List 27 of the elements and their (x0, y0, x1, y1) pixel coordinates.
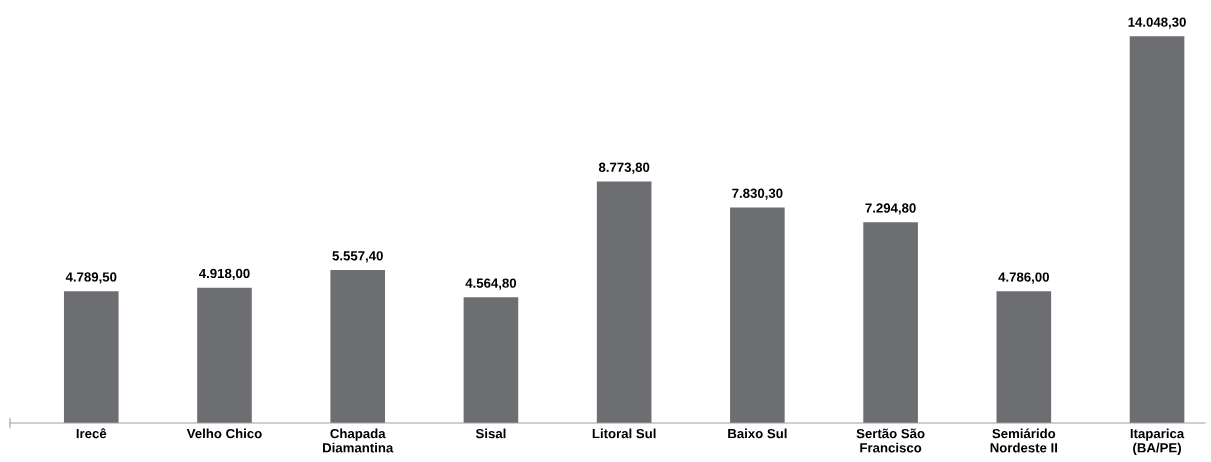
data-label: 4.789,50 (65, 272, 117, 284)
x-tick-label: Sertão São Francisco (856, 428, 925, 453)
data-label: 5.557,40 (332, 251, 383, 263)
data-label: 4.786,00 (998, 272, 1049, 284)
bar (463, 297, 519, 423)
x-tick-label: Sisal (475, 428, 506, 439)
bar (1129, 36, 1185, 423)
bar (996, 291, 1052, 423)
bar (330, 270, 386, 423)
bar (197, 287, 252, 423)
x-tick-label: Semiárido Nordeste II (990, 428, 1058, 453)
data-label: 7.294,80 (865, 203, 916, 215)
x-tick-label: Itaparica (BA/PE) (1130, 428, 1185, 456)
bar (730, 207, 785, 423)
bar (63, 291, 119, 423)
x-tick-label: Litoral Sul (592, 428, 656, 439)
bar (596, 181, 652, 423)
data-label: 7.830,30 (732, 188, 783, 200)
data-label: 4.564,80 (465, 278, 517, 290)
data-label: 8.773,80 (598, 162, 650, 174)
data-label: 14.048,30 (1128, 17, 1186, 29)
x-tick-label: Baixo Sul (728, 428, 787, 439)
x-tick-label: Irecê (76, 428, 107, 439)
x-tick-label: Velho Chico (186, 428, 262, 439)
x-tick-label: Chapada Diamantina (323, 428, 394, 453)
bar (863, 222, 918, 423)
data-label: 4.918,00 (199, 268, 250, 280)
